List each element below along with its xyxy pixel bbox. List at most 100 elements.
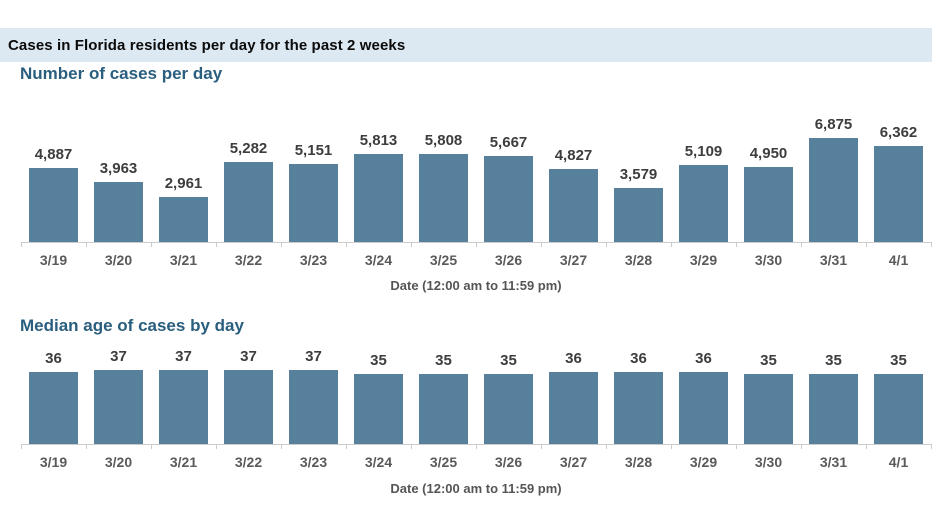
bar[interactable] (94, 370, 143, 444)
axis-tick (21, 242, 22, 247)
date-tick-label: 3/21 (169, 454, 198, 470)
bar-value-label: 3,963 (99, 160, 138, 177)
bar[interactable] (744, 374, 793, 444)
bar-value-label: 36 (45, 350, 62, 367)
date-tick-label: 3/27 (559, 252, 588, 268)
bar-slot: 5,109 (671, 104, 736, 242)
bar[interactable] (419, 154, 468, 242)
bar-slot: 3,963 (86, 104, 151, 242)
axis-tick (801, 242, 802, 247)
axis-tick (281, 242, 282, 247)
bar-slot: 35 (476, 347, 541, 444)
section-header-title: Cases in Florida residents per day for t… (8, 36, 406, 54)
bar-value-label: 37 (110, 348, 127, 365)
bar[interactable] (484, 374, 533, 444)
bar[interactable] (744, 167, 793, 242)
bar[interactable] (809, 374, 858, 444)
axis-tick (671, 444, 672, 449)
bar[interactable] (614, 372, 663, 444)
bar-slot: 35 (346, 347, 411, 444)
bar[interactable] (289, 164, 338, 242)
axis-tick (476, 444, 477, 449)
axis-tick (346, 242, 347, 247)
axis-tick (606, 444, 607, 449)
bar[interactable] (549, 372, 598, 444)
bar-value-label: 37 (305, 348, 322, 365)
bar-slot: 5,151 (281, 104, 346, 242)
bar-value-label: 35 (500, 352, 517, 369)
bar[interactable] (874, 146, 923, 242)
axis-tick (476, 242, 477, 247)
axis-tick (866, 444, 867, 449)
bar[interactable] (549, 169, 598, 242)
bar-slot: 37 (151, 347, 216, 444)
date-tick-label: 3/28 (624, 252, 653, 268)
bar[interactable] (224, 370, 273, 444)
axis-tick (216, 242, 217, 247)
date-tick-label: 3/31 (819, 252, 848, 268)
bar-value-label: 35 (435, 352, 452, 369)
date-tick-label: 3/22 (234, 252, 263, 268)
bar[interactable] (29, 168, 78, 242)
bar[interactable] (679, 372, 728, 444)
axis-tick (411, 444, 412, 449)
bar-slot: 35 (801, 347, 866, 444)
bar[interactable] (29, 372, 78, 444)
bar-slot: 36 (21, 347, 86, 444)
cases-x-axis-labels: 3/19 3/20 3/21 3/22 3/23 3/24 3/25 3/26 3/27 3/28… (21, 252, 931, 268)
axis-tick (671, 242, 672, 247)
bar[interactable] (159, 197, 208, 242)
axis-tick (411, 242, 412, 247)
bar-slot: 5,808 (411, 104, 476, 242)
bar-value-label: 6,362 (879, 124, 918, 141)
bar[interactable] (484, 156, 533, 242)
bar-value-label: 6,875 (814, 116, 853, 133)
date-tick-label: 3/29 (689, 252, 718, 268)
bar[interactable] (614, 188, 663, 242)
bar[interactable] (354, 374, 403, 444)
bar-slot: 4,887 (21, 104, 86, 242)
bar[interactable] (874, 374, 923, 444)
date-tick-label: 4/1 (888, 454, 909, 470)
bar-slot: 5,667 (476, 104, 541, 242)
axis-tick (346, 444, 347, 449)
date-tick-label: 3/23 (299, 454, 328, 470)
bar-value-label: 2,961 (164, 175, 203, 192)
date-tick-label: 4/1 (888, 252, 909, 268)
bar[interactable] (224, 162, 273, 242)
date-tick-label: 3/24 (364, 252, 393, 268)
date-tick-label: 3/31 (819, 454, 848, 470)
bar-value-label: 36 (695, 350, 712, 367)
bar-value-label: 5,282 (229, 140, 268, 157)
bar[interactable] (94, 182, 143, 242)
bar-slot: 4,827 (541, 104, 606, 242)
axis-tick (736, 444, 737, 449)
date-tick-label: 3/25 (429, 454, 458, 470)
date-tick-label: 3/22 (234, 454, 263, 470)
bar[interactable] (809, 138, 858, 242)
axis-tick (86, 444, 87, 449)
bar-value-label: 4,827 (554, 147, 593, 164)
axis-tick (151, 444, 152, 449)
axis-tick (866, 242, 867, 247)
axis-tick (216, 444, 217, 449)
bar[interactable] (289, 370, 338, 444)
bar[interactable] (679, 165, 728, 242)
axis-tick (86, 242, 87, 247)
bar-slot: 5,282 (216, 104, 281, 242)
bar-slot: 36 (606, 347, 671, 444)
bar[interactable] (419, 374, 468, 444)
axis-tick (736, 242, 737, 247)
bar-value-label: 36 (630, 350, 647, 367)
bar-value-label: 35 (890, 352, 907, 369)
bar-slot: 4,950 (736, 104, 801, 242)
bar[interactable] (159, 370, 208, 444)
bar-value-label: 36 (565, 350, 582, 367)
bar-slot: 3,579 (606, 104, 671, 242)
cases-x-axis-title: Date (12:00 am to 11:59 pm) (390, 278, 562, 293)
bar[interactable] (354, 154, 403, 242)
bar-value-label: 5,109 (684, 143, 723, 160)
bar-slot: 35 (411, 347, 476, 444)
section-header: Cases in Florida residents per day for t… (0, 28, 932, 62)
bar-slot: 35 (866, 347, 931, 444)
